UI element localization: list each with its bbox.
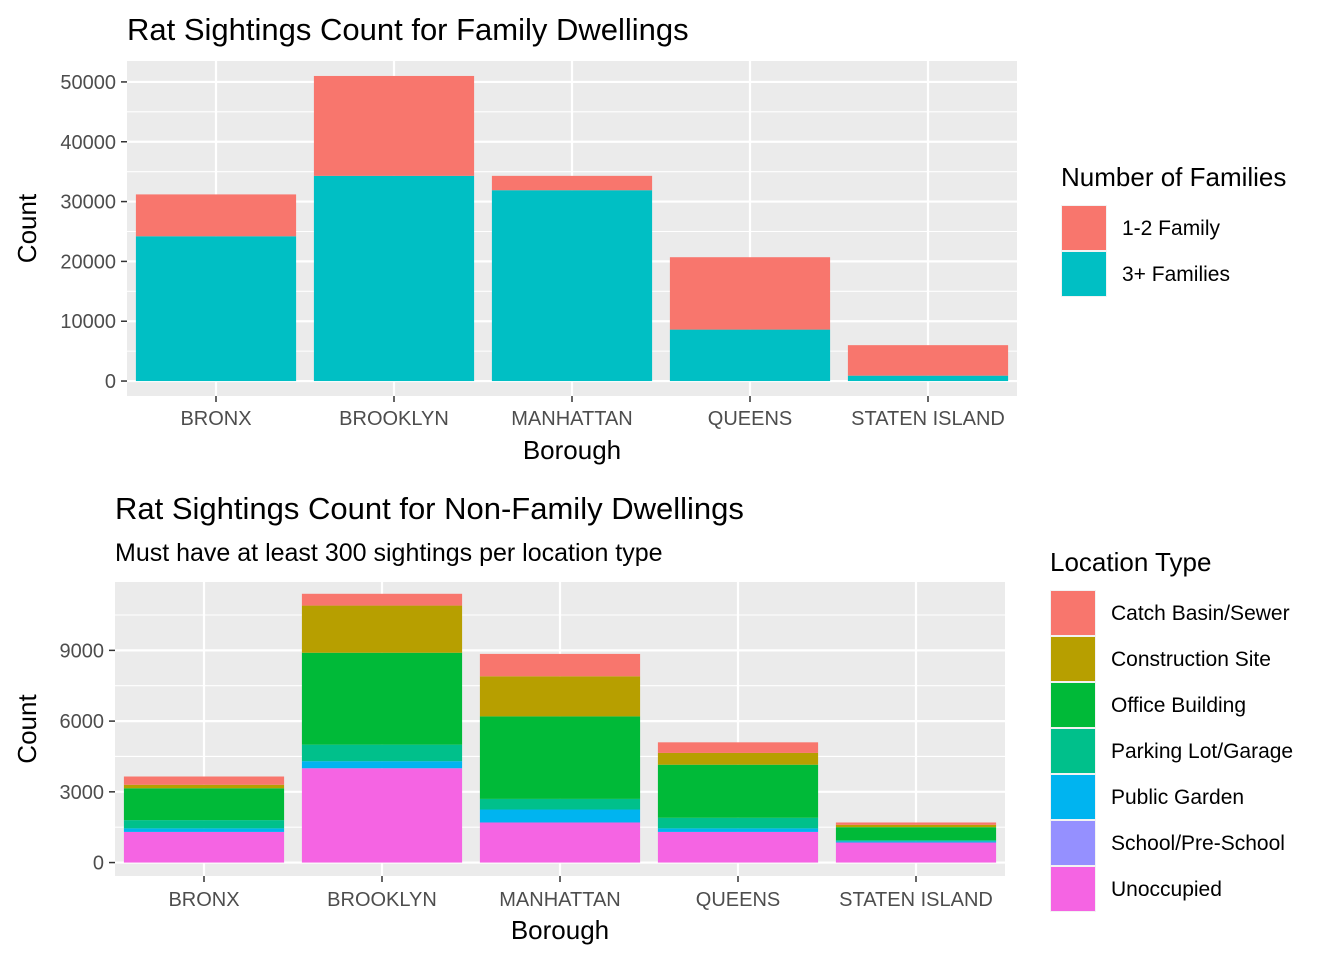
legend: Number of Families 1-2 Family 3+ Families — [1061, 162, 1286, 297]
y-axis-title: Count — [12, 193, 42, 263]
bar-brooklyn-1-2-family — [313, 75, 475, 176]
chart-title: Rat Sightings Count for Non-Family Dwell… — [115, 491, 744, 526]
legend: Location Type Catch Basin/Sewer Constructi… — [1050, 547, 1293, 912]
legend-swatch-school-pre-school — [1051, 821, 1095, 865]
legend-label: Unoccupied — [1111, 878, 1222, 901]
legend-swatch-parking-lot-garage — [1051, 729, 1095, 773]
x-tick-label: BROOKLYN — [327, 889, 437, 911]
bar-manhattan-1-2-family — [491, 175, 653, 191]
bar-staten-island-3-families — [847, 375, 1009, 382]
bar-bronx-catch-basin-sewer — [123, 776, 285, 785]
legend-label: Office Building — [1111, 694, 1246, 717]
bar-staten-island-parking-lot-garage — [835, 840, 997, 842]
legend-label: Public Garden — [1111, 786, 1244, 809]
x-axis-title: Borough — [523, 435, 621, 465]
legend-label: 1-2 Family — [1122, 217, 1221, 240]
bar-bronx-3-families — [135, 236, 297, 382]
chart-family-dwellings: 0 10000 20000 30000 40000 50000 BRONX BROOKLYN M… — [12, 12, 1286, 465]
legend-title: Number of Families — [1061, 162, 1286, 192]
x-tick-label: STATEN ISLAND — [851, 408, 1005, 430]
bar-bronx-public-garden — [123, 828, 285, 832]
bar-staten-island-construction-site — [835, 824, 997, 828]
bar-staten-island-1-2-family — [847, 345, 1009, 376]
legend-title: Location Type — [1050, 547, 1211, 577]
bar-staten-island-unoccupied — [835, 842, 997, 863]
y-tick-label: 3000 — [60, 782, 105, 804]
legend-swatch-public-garden — [1051, 775, 1095, 819]
bar-queens-catch-basin-sewer — [657, 742, 819, 753]
x-tick-label: QUEENS — [696, 889, 780, 911]
bar-brooklyn-unoccupied — [301, 768, 463, 863]
y-tick-label: 20000 — [60, 251, 116, 273]
legend-label: 3+ Families — [1122, 263, 1230, 286]
bar-brooklyn-catch-basin-sewer — [301, 593, 463, 606]
bar-brooklyn-public-garden — [301, 761, 463, 769]
y-tick-label: 50000 — [60, 72, 116, 94]
y-tick-label: 6000 — [60, 711, 105, 733]
bar-queens-public-garden — [657, 828, 819, 832]
legend-label: Catch Basin/Sewer — [1111, 602, 1290, 625]
bar-staten-island-public-garden — [835, 841, 997, 843]
bar-bronx-parking-lot-garage — [123, 820, 285, 829]
bar-staten-island-office-building — [835, 827, 997, 841]
y-tick-label: 30000 — [60, 192, 116, 214]
bar-manhattan-unoccupied — [479, 822, 641, 863]
x-tick-label: QUEENS — [708, 408, 792, 430]
bar-manhattan-catch-basin-sewer — [479, 653, 641, 677]
y-tick-label: 0 — [105, 371, 116, 393]
bar-bronx-construction-site — [123, 784, 285, 789]
bar-queens-office-building — [657, 764, 819, 818]
y-tick-label: 0 — [93, 853, 104, 875]
chart-non-family-dwellings: 0 3000 6000 9000 BRONX BROOKLYN MANHATTAN QUEEN… — [12, 491, 1293, 945]
chart-title: Rat Sightings Count for Family Dwellings — [127, 12, 689, 47]
legend-swatch-3-families — [1062, 252, 1106, 296]
y-axis-title: Count — [12, 694, 42, 764]
legend-swatch-catch-basin-sewer — [1051, 591, 1095, 635]
bar-manhattan-construction-site — [479, 676, 641, 717]
bar-bronx-1-2-family — [135, 194, 297, 237]
y-tick-label: 10000 — [60, 311, 116, 333]
x-tick-label: BRONX — [168, 889, 239, 911]
legend-swatch-construction-site — [1051, 637, 1095, 681]
legend-swatch-office-building — [1051, 683, 1095, 727]
x-tick-label: STATEN ISLAND — [839, 889, 993, 911]
bar-queens-3-families — [669, 329, 831, 382]
bar-bronx-office-building — [123, 788, 285, 821]
legend-swatch-unoccupied — [1051, 867, 1095, 911]
bar-staten-island-catch-basin-sewer — [835, 822, 997, 825]
bar-manhattan-public-garden — [479, 809, 641, 823]
x-tick-label: BROOKLYN — [339, 408, 449, 430]
bar-brooklyn-office-building — [301, 652, 463, 745]
x-tick-label: BRONX — [180, 408, 251, 430]
bar-queens-1-2-family — [669, 257, 831, 330]
x-tick-label: MANHATTAN — [511, 408, 632, 430]
bar-manhattan-parking-lot-garage — [479, 798, 641, 810]
bar-queens-parking-lot-garage — [657, 817, 819, 829]
legend-swatch-1-2-family — [1062, 206, 1106, 250]
bar-queens-construction-site — [657, 752, 819, 765]
x-axis-title: Borough — [511, 915, 609, 945]
bar-manhattan-3-families — [491, 190, 653, 382]
bar-manhattan-office-building — [479, 716, 641, 799]
legend-label: School/Pre-School — [1111, 832, 1285, 855]
bar-bronx-unoccupied — [123, 831, 285, 863]
bar-brooklyn-parking-lot-garage — [301, 744, 463, 762]
bar-brooklyn-3-families — [313, 175, 475, 382]
legend-label: Parking Lot/Garage — [1111, 740, 1293, 763]
legend-label: Construction Site — [1111, 648, 1271, 671]
chart-subtitle: Must have at least 300 sightings per loc… — [115, 539, 663, 567]
bar-queens-unoccupied — [657, 831, 819, 863]
x-tick-label: MANHATTAN — [499, 889, 620, 911]
bar-brooklyn-construction-site — [301, 605, 463, 653]
y-tick-label: 9000 — [60, 640, 105, 662]
y-tick-label: 40000 — [60, 132, 116, 154]
